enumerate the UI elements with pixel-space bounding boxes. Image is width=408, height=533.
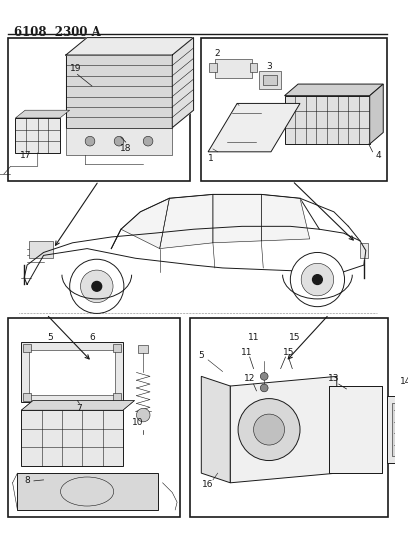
Polygon shape	[370, 84, 383, 144]
Bar	[335, 394, 377, 465]
Bar	[23, 344, 31, 352]
Polygon shape	[21, 400, 135, 410]
Polygon shape	[201, 376, 231, 483]
Polygon shape	[284, 84, 383, 96]
Text: 18: 18	[120, 144, 131, 154]
Bar	[329, 386, 382, 473]
Polygon shape	[66, 55, 172, 127]
Text: 13: 13	[328, 374, 339, 383]
Bar	[250, 63, 257, 72]
Text: 8: 8	[24, 477, 30, 486]
Bar	[113, 344, 121, 352]
Polygon shape	[213, 195, 261, 243]
Bar	[329, 386, 382, 473]
Bar	[29, 350, 115, 395]
Text: 5: 5	[198, 351, 204, 360]
Circle shape	[260, 373, 268, 380]
Polygon shape	[16, 110, 70, 118]
Text: 11: 11	[248, 333, 259, 342]
Bar	[284, 96, 370, 144]
Text: 6: 6	[89, 333, 95, 342]
Bar	[66, 127, 172, 155]
Bar	[23, 393, 31, 400]
Bar	[18, 473, 158, 510]
Text: 17: 17	[20, 151, 32, 160]
Bar	[21, 410, 123, 466]
Text: 10: 10	[132, 418, 143, 427]
Polygon shape	[231, 376, 337, 483]
Polygon shape	[208, 103, 300, 152]
Circle shape	[238, 399, 300, 461]
Bar	[16, 118, 60, 153]
Bar	[259, 71, 281, 89]
Text: 15: 15	[289, 333, 301, 342]
Circle shape	[301, 263, 334, 296]
Text: 3: 3	[266, 62, 272, 71]
Text: 16: 16	[202, 480, 214, 489]
Circle shape	[80, 270, 113, 303]
Circle shape	[290, 253, 344, 306]
Text: 12: 12	[244, 374, 255, 383]
Bar	[138, 345, 148, 353]
Text: 14: 14	[400, 377, 408, 386]
Text: 2: 2	[214, 49, 220, 58]
Bar	[113, 393, 121, 400]
Text: 15: 15	[283, 348, 294, 357]
Circle shape	[313, 274, 322, 285]
Bar	[8, 318, 180, 516]
Text: 1: 1	[208, 154, 214, 163]
Bar	[190, 318, 388, 516]
Bar	[201, 38, 387, 181]
Polygon shape	[66, 38, 193, 55]
Circle shape	[70, 259, 124, 313]
Bar	[209, 63, 217, 72]
Circle shape	[92, 281, 102, 291]
Bar	[215, 59, 252, 78]
Bar	[387, 395, 408, 464]
Circle shape	[260, 384, 268, 392]
Text: 11: 11	[241, 348, 253, 357]
Polygon shape	[172, 38, 193, 127]
Text: 6108  2300 A: 6108 2300 A	[13, 26, 100, 39]
Text: 4: 4	[376, 151, 381, 160]
Text: 19: 19	[70, 64, 81, 73]
Polygon shape	[121, 198, 169, 248]
Text: 7: 7	[76, 404, 82, 413]
Circle shape	[85, 136, 95, 146]
Circle shape	[114, 136, 124, 146]
Text: 5: 5	[47, 333, 53, 342]
Bar	[263, 75, 277, 85]
Bar	[29, 241, 53, 259]
Bar	[8, 38, 190, 181]
Polygon shape	[261, 195, 310, 241]
Polygon shape	[24, 227, 366, 285]
Bar	[21, 343, 123, 402]
Bar	[360, 243, 368, 259]
Circle shape	[253, 414, 284, 445]
Circle shape	[136, 408, 150, 422]
Polygon shape	[160, 195, 213, 248]
Circle shape	[143, 136, 153, 146]
Bar	[392, 403, 408, 456]
